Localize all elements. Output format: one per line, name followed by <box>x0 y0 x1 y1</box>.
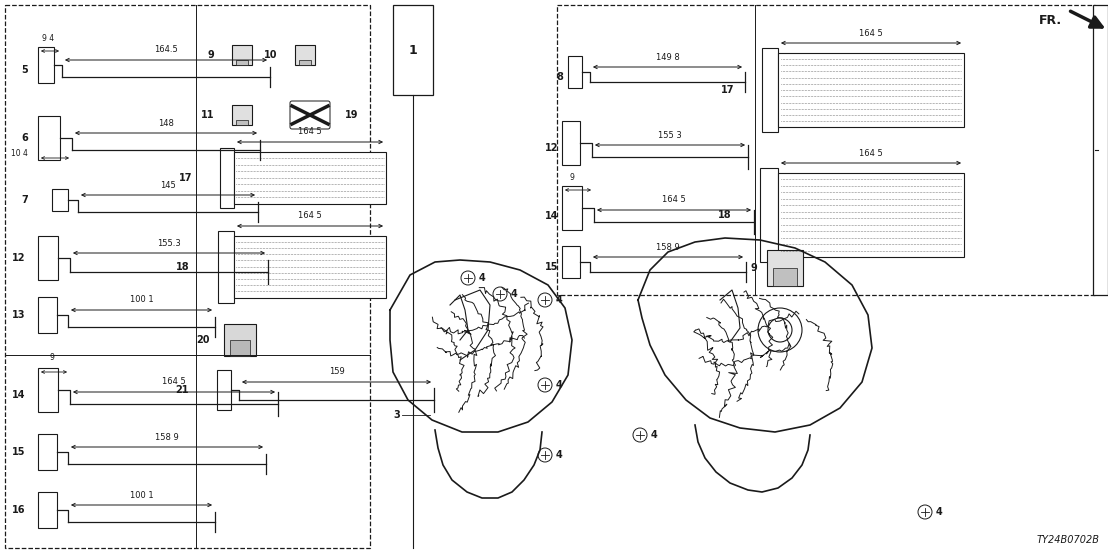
Bar <box>762 48 778 132</box>
Bar <box>232 105 252 125</box>
Text: 21: 21 <box>175 385 189 395</box>
Bar <box>568 56 582 88</box>
Bar <box>230 340 250 356</box>
Circle shape <box>538 448 552 462</box>
Text: 12: 12 <box>11 253 25 263</box>
Text: 158 9: 158 9 <box>155 433 178 442</box>
Text: 4: 4 <box>556 450 563 460</box>
Text: 19: 19 <box>345 110 359 120</box>
Text: 14: 14 <box>544 211 558 221</box>
Bar <box>232 45 252 65</box>
Bar <box>393 5 433 95</box>
Text: 6: 6 <box>21 133 28 143</box>
Bar <box>767 250 803 286</box>
Bar <box>220 148 234 208</box>
Bar <box>6 5 370 548</box>
Bar <box>562 246 579 278</box>
Bar <box>234 236 386 298</box>
Text: 145: 145 <box>161 181 176 189</box>
Text: 18: 18 <box>718 210 732 220</box>
Bar <box>778 53 964 127</box>
Text: 9 4: 9 4 <box>42 34 54 43</box>
Bar <box>38 116 60 160</box>
Text: 164 5: 164 5 <box>162 377 186 387</box>
Text: 15: 15 <box>11 447 25 457</box>
Circle shape <box>919 505 932 519</box>
Circle shape <box>538 293 552 307</box>
Text: 13: 13 <box>11 310 25 320</box>
Text: 9: 9 <box>207 50 214 60</box>
Bar <box>773 268 797 286</box>
Text: 10 4: 10 4 <box>11 150 28 158</box>
Text: 16: 16 <box>11 505 25 515</box>
Bar <box>236 120 248 125</box>
Text: 11: 11 <box>201 110 214 120</box>
Circle shape <box>633 428 647 442</box>
Text: 148: 148 <box>158 119 174 127</box>
Bar <box>38 47 54 83</box>
Text: 4: 4 <box>511 289 517 299</box>
Text: 4: 4 <box>479 273 485 283</box>
Text: 14: 14 <box>11 390 25 400</box>
Text: 164 5: 164 5 <box>298 212 322 220</box>
Text: 149 8: 149 8 <box>656 53 679 61</box>
Circle shape <box>493 287 507 301</box>
Bar <box>38 297 57 333</box>
Text: 17: 17 <box>178 173 192 183</box>
Text: 9: 9 <box>570 173 574 182</box>
Text: 155 3: 155 3 <box>658 131 681 140</box>
Text: 4: 4 <box>556 295 563 305</box>
Text: 155.3: 155.3 <box>157 239 181 248</box>
Text: 3: 3 <box>393 410 400 420</box>
Bar <box>38 434 57 470</box>
Circle shape <box>538 378 552 392</box>
Bar <box>38 492 57 528</box>
Text: 18: 18 <box>176 262 189 272</box>
Text: 8: 8 <box>556 72 563 82</box>
Text: 164 5: 164 5 <box>663 196 686 204</box>
Text: 20: 20 <box>196 335 211 345</box>
Bar <box>218 231 234 303</box>
Text: 4: 4 <box>936 507 943 517</box>
Bar <box>236 60 248 65</box>
Text: 100 1: 100 1 <box>130 295 153 305</box>
Bar <box>38 236 58 280</box>
Bar <box>760 168 778 262</box>
Text: 17: 17 <box>720 85 733 95</box>
Bar <box>38 368 58 412</box>
Text: TY24B0702B: TY24B0702B <box>1037 535 1100 545</box>
Bar <box>217 370 230 410</box>
Bar <box>562 121 579 165</box>
Text: 12: 12 <box>544 143 558 153</box>
Text: 4: 4 <box>652 430 658 440</box>
Text: 1: 1 <box>409 44 418 57</box>
Text: 158 9: 158 9 <box>656 243 680 252</box>
Bar <box>1092 5 1108 295</box>
Bar <box>295 45 315 65</box>
Text: 159: 159 <box>329 367 345 377</box>
Text: 164 5: 164 5 <box>859 148 883 157</box>
Text: 5: 5 <box>21 65 28 75</box>
Text: 15: 15 <box>544 262 558 272</box>
Bar <box>52 189 68 211</box>
Text: 9: 9 <box>50 353 54 362</box>
Bar <box>299 60 311 65</box>
Text: 164 5: 164 5 <box>298 127 322 136</box>
Bar <box>224 324 256 356</box>
Text: 100 1: 100 1 <box>130 490 153 500</box>
Circle shape <box>461 271 475 285</box>
Text: 9: 9 <box>750 263 757 273</box>
Text: FR.: FR. <box>1039 13 1061 27</box>
Text: 4: 4 <box>556 380 563 390</box>
Bar <box>562 186 582 230</box>
Bar <box>557 5 1095 295</box>
Bar <box>234 152 386 204</box>
Text: 164 5: 164 5 <box>859 28 883 38</box>
Bar <box>778 173 964 257</box>
Text: 164.5: 164.5 <box>154 45 178 54</box>
Text: 7: 7 <box>21 195 28 205</box>
Text: 10: 10 <box>264 50 277 60</box>
